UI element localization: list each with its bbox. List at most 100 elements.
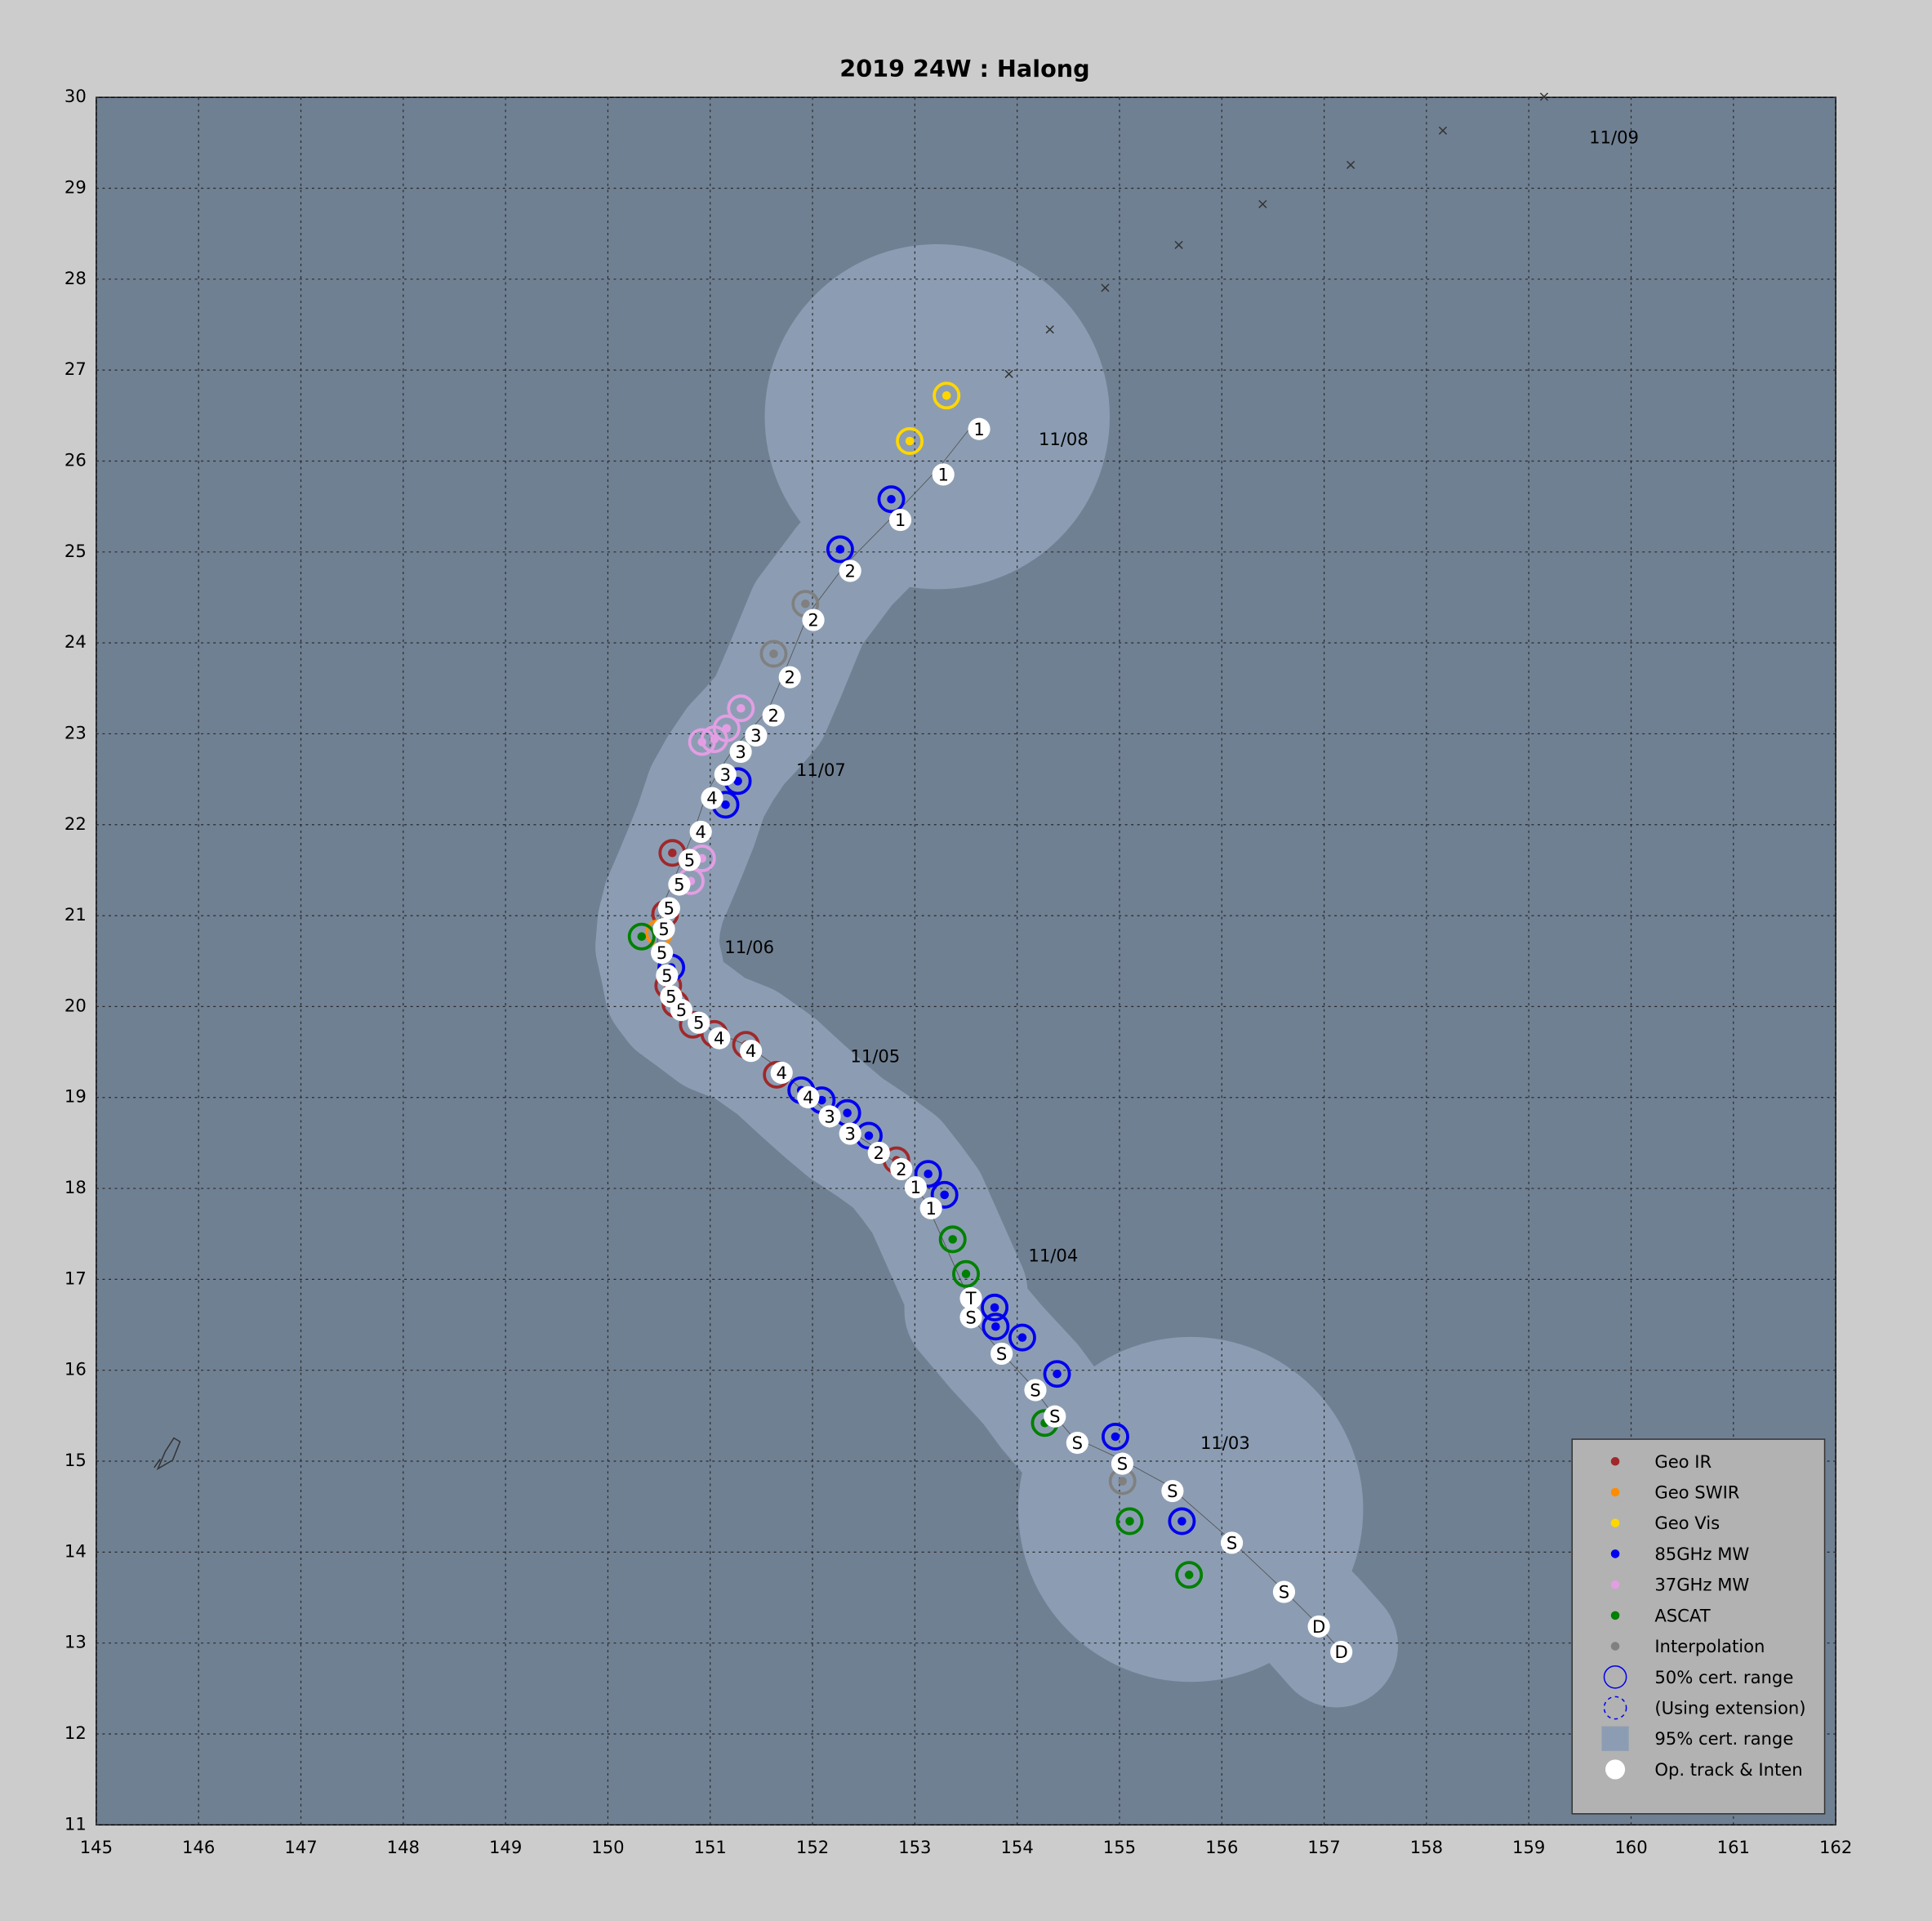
track-point [660,985,683,1008]
track-point [740,1040,763,1063]
y-tick-label: 23 [65,722,87,742]
chart-title: 2019 24W : Halong [839,55,1089,82]
intensity-label: S [1049,1406,1060,1427]
intensity-label: 4 [696,822,706,842]
intensity-label: S [1279,1582,1289,1602]
y-tick-label: 15 [65,1450,87,1470]
fix-ring [759,640,788,668]
grid [96,96,1836,1825]
y-tick-label: 14 [65,1540,87,1561]
y-tick-label: 20 [65,995,87,1015]
track-point [656,964,679,987]
intensity-label: 5 [666,986,676,1006]
intensity-label: 5 [661,965,672,986]
track-point [802,608,825,631]
fix-ring [896,427,924,455]
fix-dot [1053,1369,1062,1379]
y-tick-label: 27 [65,359,87,379]
legend-marker [1610,1518,1620,1527]
track-point [867,1141,890,1164]
fix-ring [1008,1323,1036,1352]
track-point [904,1176,927,1199]
intensity-label: 5 [684,849,695,870]
x-tick-label: 146 [182,1837,215,1857]
intensity-label: 5 [664,898,674,918]
intensity-label: 3 [720,764,731,785]
track-point [1111,1452,1134,1475]
track-point [959,1286,982,1310]
x-tick-label: 156 [1205,1837,1238,1857]
fix-dot [961,1269,971,1278]
fix-dot [835,545,845,554]
x-tick-label: 149 [489,1837,522,1857]
legend-label: (Using extension) [1654,1698,1805,1718]
legend-label: 50% cert. range [1654,1667,1793,1687]
fix-ring [727,694,755,723]
y-tick-label: 21 [65,904,87,925]
track-point [888,509,912,532]
fix-ring [688,728,716,756]
track-point [657,897,680,920]
fix-dot [737,703,746,713]
fix-ring [826,535,854,564]
track-point [762,704,785,727]
legend-marker [1601,1726,1629,1751]
intensity-label: 3 [844,1124,855,1144]
intensity-label: 2 [808,610,818,631]
fix-dot [1184,1570,1194,1580]
forecast-mark: × [1257,196,1269,213]
intensity-label: S [1072,1433,1083,1453]
fix-ring [1168,1507,1196,1535]
y-tick-label: 11 [65,1813,87,1834]
region-end [764,243,1110,590]
fix-dot [843,1108,852,1117]
fix-dot [990,1303,999,1313]
track-point [959,1306,982,1329]
intensity-label: 4 [803,1087,813,1108]
fix-dot [864,1131,874,1140]
track-point [990,1342,1013,1365]
fix-dot [1017,1333,1027,1342]
intensity-label: 2 [874,1143,884,1163]
fix-ring [1043,1360,1071,1388]
track-point [932,463,955,486]
intensity-label: 3 [750,725,761,746]
x-tick-label: 162 [1819,1837,1852,1857]
fix-dot [887,494,896,504]
track-point [1330,1640,1353,1664]
x-tick-label: 158 [1410,1837,1443,1857]
legend-label: ASCAT [1654,1605,1710,1625]
forecast-mark: × [1538,88,1550,105]
fix-ring [1175,1561,1204,1589]
fix-dot [817,1095,826,1105]
track-point [797,1085,820,1109]
intensity-label: 4 [746,1041,756,1061]
intensity-label: 1 [937,464,948,484]
fix-dot [637,932,647,941]
intensity-label: 3 [735,742,746,762]
fix-ring [1101,1423,1129,1451]
y-tick-label: 12 [65,1723,87,1743]
x-tick-label: 153 [898,1837,931,1857]
legend-marker [1603,1696,1627,1720]
legend-marker [1610,1549,1620,1558]
intensity-label: S [1030,1379,1040,1400]
fix-ring [933,381,961,410]
legend-marker [1610,1642,1620,1651]
intensity-label: 4 [706,788,717,809]
fix-dot [1111,1432,1120,1442]
y-tick-label: 22 [65,813,87,834]
intensity-label: T [965,1288,977,1308]
track-point [818,1105,841,1128]
fix-dot [948,1235,957,1244]
date-label: 11/04 [1028,1246,1078,1266]
date-label: 11/09 [1589,127,1639,147]
intensity-label: S [996,1344,1007,1364]
track-point [729,740,752,764]
fix-ring [982,1313,1010,1341]
track-point [701,787,723,809]
y-tick-label: 28 [65,268,87,288]
fix-ring [877,485,906,514]
track-point [651,941,674,965]
